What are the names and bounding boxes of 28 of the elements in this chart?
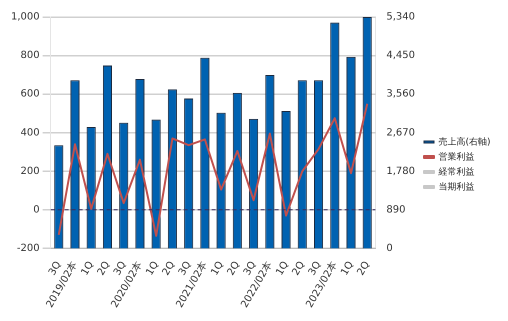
x-tick-label: 1Q — [79, 260, 96, 278]
legend-label: 経常利益 — [438, 166, 474, 178]
legend-label: 当期利益 — [438, 181, 474, 192]
x-tick-label: 2Q — [226, 260, 242, 278]
x-tick-label: 2Q — [355, 260, 372, 278]
y-tick-label: -200 — [16, 242, 40, 254]
legend-label: 売上高(右軸) — [438, 136, 491, 148]
y-tick-label: 800 — [20, 50, 40, 62]
y-tick-label: 400 — [20, 127, 40, 138]
y2-tick-label: 5,340 — [386, 12, 416, 23]
x-tick-label: 2Q — [160, 260, 178, 278]
y2-tick-label: 3,560 — [386, 88, 416, 100]
y2-tick-label: 890 — [386, 204, 406, 216]
y-tick-label: 1,000 — [10, 12, 40, 23]
y2-tick-label: 2,670 — [386, 127, 416, 138]
x-tick-label: 1Q — [209, 260, 226, 278]
y-tick-label: 200 — [20, 166, 40, 177]
y-tick-label: 0 — [33, 204, 40, 216]
x-tick-label: 2Q — [96, 260, 112, 278]
y2-tick-label: 0 — [386, 242, 393, 254]
x-tick-label: 1Q — [339, 260, 356, 278]
x-tick-label: 1Q — [144, 260, 162, 278]
y2-tick-label: 4,450 — [386, 50, 416, 62]
y2-tick-label: 1,780 — [386, 166, 416, 177]
y-tick-label: 600 — [20, 88, 40, 100]
x-tick-label: 1Q — [274, 260, 291, 278]
legend-label: 営業利益 — [438, 151, 474, 162]
x-tick-label: 2Q — [290, 260, 308, 278]
